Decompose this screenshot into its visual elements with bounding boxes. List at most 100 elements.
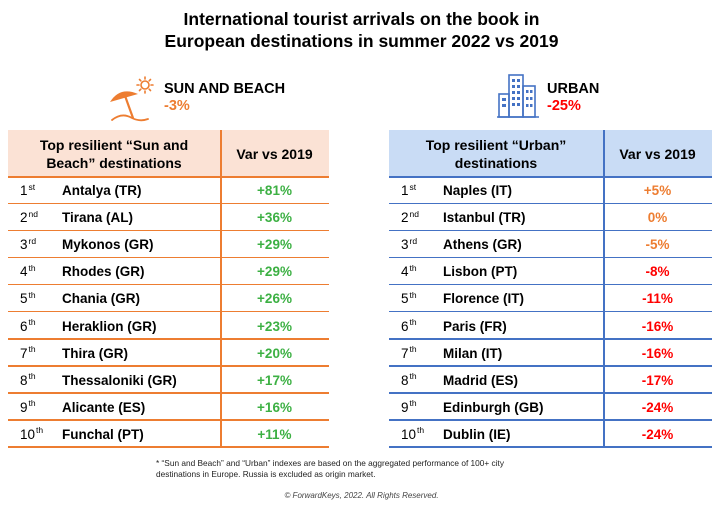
row-divider <box>389 310 712 313</box>
rank-number: 8 <box>20 372 28 388</box>
rank-suffix: st <box>28 181 36 192</box>
urban-variation: -25% <box>547 98 581 114</box>
variation-value: +36% <box>257 210 292 226</box>
row-divider <box>8 419 329 421</box>
rank-suffix: th <box>28 317 36 328</box>
destination-name: Athens (GR) <box>443 237 522 253</box>
rank-suffix: th <box>36 425 44 436</box>
rank-suffix: th <box>409 262 417 273</box>
sun-beach-header-underline <box>8 176 329 178</box>
destination-name: Heraklion (GR) <box>62 318 157 334</box>
rank-number: 4 <box>401 264 409 280</box>
variation-value: -17% <box>641 372 674 388</box>
rank-number: 10 <box>401 426 417 442</box>
variation-value: -11% <box>642 291 673 307</box>
row-divider <box>8 392 329 394</box>
chart-title: International tourist arrivals on the bo… <box>0 8 723 52</box>
rank-number: 1 <box>401 183 409 199</box>
rank-number: 5 <box>401 291 409 307</box>
sun-beach-header-var: Var vs 2019 <box>236 145 313 162</box>
rank-number: 6 <box>401 318 409 334</box>
destination-name: Istanbul (TR) <box>443 210 526 226</box>
variation-value: +29% <box>257 264 292 280</box>
destination-name: Naples (IT) <box>443 183 513 199</box>
destination-name: Alicante (ES) <box>62 399 146 415</box>
rank-number: 9 <box>20 399 28 415</box>
rank-suffix: th <box>409 371 417 382</box>
destination-name: Madrid (ES) <box>443 372 519 388</box>
beach-umbrella-icon <box>108 76 158 122</box>
rank-number: 4 <box>20 264 28 280</box>
destination-name: Edinburgh (GB) <box>443 399 544 415</box>
rank-suffix: th <box>28 289 36 300</box>
variation-value: 0% <box>647 210 668 226</box>
rank-number: 3 <box>20 237 28 253</box>
row-divider <box>389 419 712 421</box>
row-divider <box>389 283 712 286</box>
destination-name: Dublin (IE) <box>443 426 511 442</box>
sun-beach-table-header: Top resilient “Sun and Beach” destinatio… <box>8 130 329 177</box>
rank-suffix: nd <box>28 208 38 219</box>
urban-label: URBAN <box>547 81 600 97</box>
variation-value: +11% <box>257 426 292 442</box>
urban-header-underline <box>389 176 712 178</box>
footnote: * “Sun and Beach” and “Urban” indexes ar… <box>156 458 576 480</box>
variation-value: -5% <box>645 237 670 253</box>
row-divider <box>389 446 712 448</box>
variation-value: +23% <box>257 318 292 334</box>
rank-number: 7 <box>401 345 409 361</box>
destination-name: Thessaloniki (GR) <box>62 372 177 388</box>
destination-name: Tirana (AL) <box>62 210 134 226</box>
urban-table: Top resilient “Urban” destinations Var v… <box>389 130 712 448</box>
rank-suffix: rd <box>28 235 37 246</box>
sun-beach-variation: -3% <box>164 98 190 114</box>
destination-name: Rhodes (GR) <box>62 264 145 280</box>
variation-value: +17% <box>257 372 292 388</box>
variation-value: +29% <box>257 237 292 253</box>
rank-number: 9 <box>401 399 409 415</box>
rank-number: 6 <box>20 318 28 334</box>
variation-value: -16% <box>641 345 674 361</box>
rank-suffix: th <box>28 398 36 409</box>
rank-number: 10 <box>20 426 36 442</box>
copyright: © ForwardKeys, 2022. All Rights Reserved… <box>284 491 439 500</box>
rank-number: 2 <box>20 210 28 226</box>
row-divider <box>8 256 329 259</box>
variation-value: -24% <box>641 426 674 442</box>
sun-beach-label: SUN AND BEACH <box>164 81 286 97</box>
sun-beach-table: Top resilient “Sun and Beach” destinatio… <box>8 130 329 448</box>
row-divider <box>8 446 329 448</box>
row-divider <box>8 229 329 232</box>
destination-name: Antalya (TR) <box>62 183 142 199</box>
city-buildings-icon <box>496 72 542 120</box>
